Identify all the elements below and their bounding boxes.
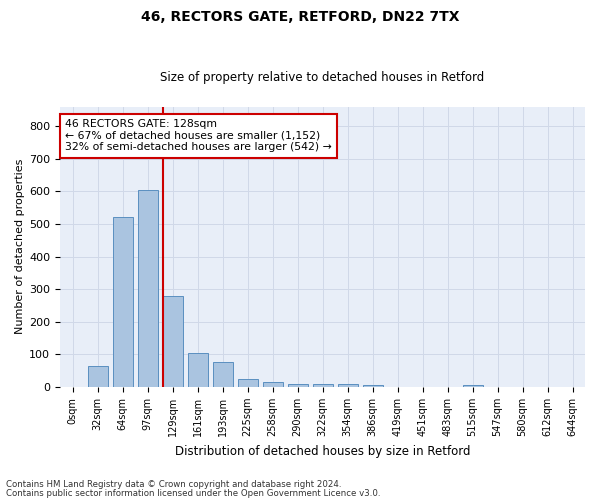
Bar: [362, 386, 383, 387]
Bar: [463, 386, 482, 387]
Text: 46, RECTORS GATE, RETFORD, DN22 7TX: 46, RECTORS GATE, RETFORD, DN22 7TX: [141, 10, 459, 24]
Text: 46 RECTORS GATE: 128sqm
← 67% of detached houses are smaller (1,152)
32% of semi: 46 RECTORS GATE: 128sqm ← 67% of detache…: [65, 119, 332, 152]
Bar: [313, 384, 332, 387]
Y-axis label: Number of detached properties: Number of detached properties: [15, 159, 25, 334]
Title: Size of property relative to detached houses in Retford: Size of property relative to detached ho…: [160, 72, 485, 85]
Bar: [263, 382, 283, 387]
Bar: [113, 218, 133, 387]
Bar: [163, 296, 182, 387]
Bar: [137, 190, 158, 387]
Bar: [287, 384, 308, 387]
Text: Contains public sector information licensed under the Open Government Licence v3: Contains public sector information licen…: [6, 488, 380, 498]
Bar: [188, 352, 208, 387]
Bar: [88, 366, 107, 387]
X-axis label: Distribution of detached houses by size in Retford: Distribution of detached houses by size …: [175, 444, 470, 458]
Bar: [238, 379, 257, 387]
Bar: [212, 362, 233, 387]
Text: Contains HM Land Registry data © Crown copyright and database right 2024.: Contains HM Land Registry data © Crown c…: [6, 480, 341, 489]
Bar: [338, 384, 358, 387]
